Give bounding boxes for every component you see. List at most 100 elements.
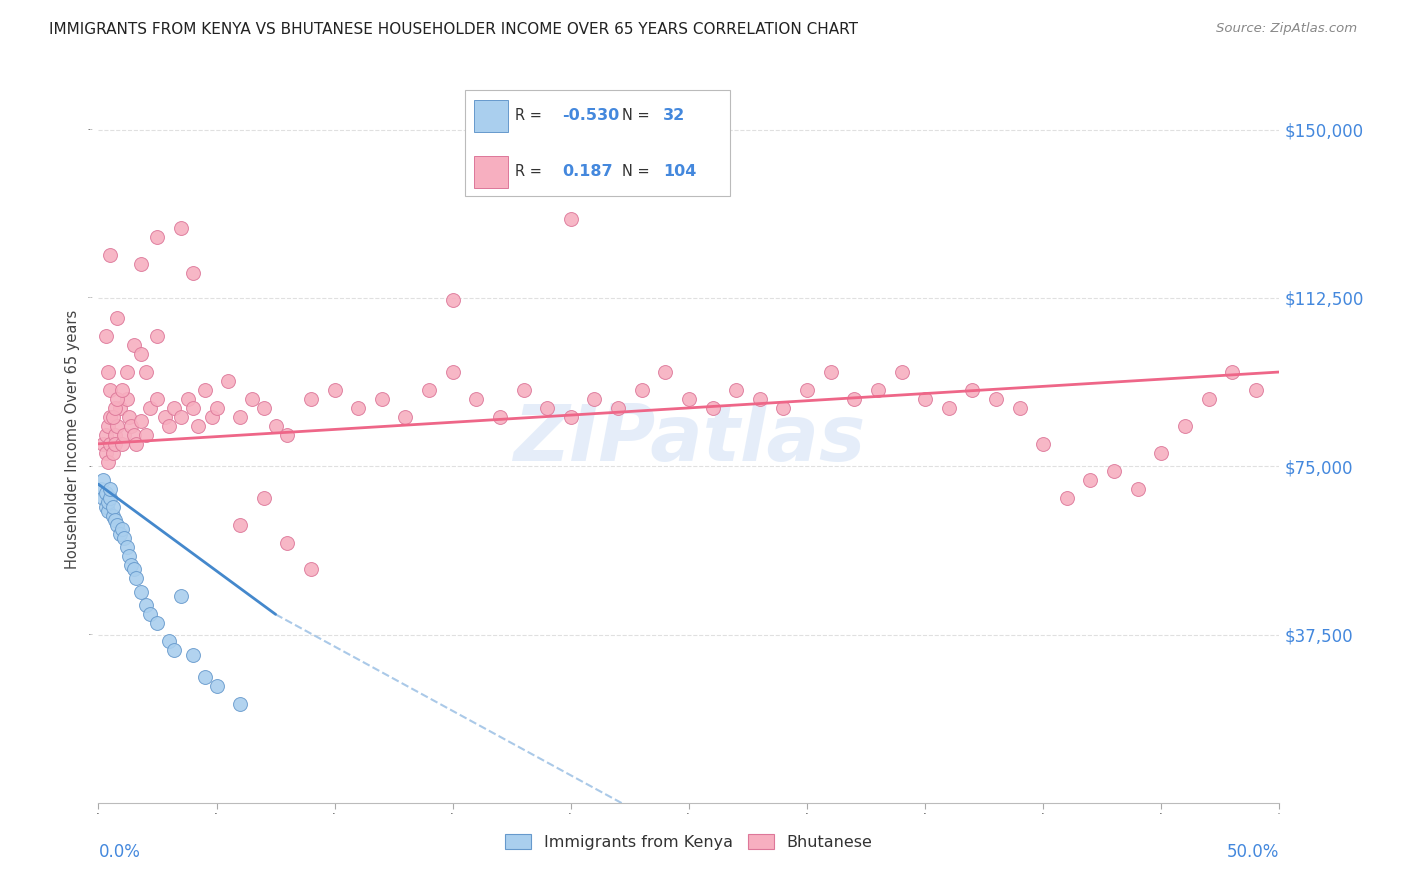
Y-axis label: Householder Income Over 65 years: Householder Income Over 65 years xyxy=(65,310,80,569)
Point xyxy=(112,531,135,545)
Point xyxy=(441,365,464,379)
Point xyxy=(98,409,121,424)
Point xyxy=(157,418,180,433)
Point xyxy=(371,392,394,406)
Point xyxy=(1080,473,1102,487)
Point xyxy=(108,401,131,415)
Point xyxy=(607,401,630,415)
Point xyxy=(121,558,143,572)
Point xyxy=(104,513,127,527)
Point xyxy=(105,311,128,326)
Point xyxy=(129,414,152,428)
Point xyxy=(146,230,169,244)
Point xyxy=(772,401,794,415)
Point xyxy=(98,482,121,496)
Point xyxy=(122,427,145,442)
Point xyxy=(201,409,224,424)
Point xyxy=(139,401,162,415)
Point xyxy=(465,392,488,406)
Point xyxy=(91,437,114,451)
Point xyxy=(97,504,120,518)
Point xyxy=(146,616,169,631)
Point xyxy=(181,266,204,280)
Point xyxy=(139,607,162,622)
Text: 50.0%: 50.0% xyxy=(1227,843,1279,861)
Point xyxy=(240,392,263,406)
Text: 32: 32 xyxy=(664,108,685,123)
Point xyxy=(121,418,143,433)
Text: 0.0%: 0.0% xyxy=(98,843,141,861)
Point xyxy=(104,401,127,415)
Point xyxy=(938,401,960,415)
Point xyxy=(97,365,120,379)
Point xyxy=(299,392,322,406)
Point xyxy=(536,401,558,415)
Text: R =: R = xyxy=(516,108,547,123)
Point xyxy=(98,248,121,262)
Point xyxy=(229,409,252,424)
Point xyxy=(441,293,464,308)
Point xyxy=(115,540,138,554)
Text: ZIPatlas: ZIPatlas xyxy=(513,401,865,477)
Point xyxy=(129,585,152,599)
Point xyxy=(135,427,157,442)
Point xyxy=(654,365,676,379)
Point xyxy=(678,392,700,406)
Point xyxy=(101,446,124,460)
Point xyxy=(94,486,117,500)
Point xyxy=(962,383,984,397)
Point xyxy=(347,401,370,415)
Point xyxy=(94,329,117,343)
Point xyxy=(253,491,276,505)
Point xyxy=(844,392,866,406)
Legend: Immigrants from Kenya, Bhutanese: Immigrants from Kenya, Bhutanese xyxy=(499,828,879,856)
Point xyxy=(170,221,193,235)
Point xyxy=(105,517,128,532)
Point xyxy=(1032,437,1054,451)
Point xyxy=(560,409,582,424)
Point xyxy=(229,697,252,711)
Point xyxy=(91,473,114,487)
Point xyxy=(97,495,120,509)
Point xyxy=(702,401,724,415)
Point xyxy=(90,482,112,496)
Point xyxy=(101,508,124,523)
Point xyxy=(299,562,322,576)
Point xyxy=(104,427,127,442)
Point xyxy=(118,549,141,563)
Point xyxy=(101,500,124,514)
Point xyxy=(394,409,416,424)
Point xyxy=(115,392,138,406)
Point xyxy=(108,526,131,541)
Point xyxy=(111,522,134,536)
Point xyxy=(583,392,606,406)
Point xyxy=(125,437,148,451)
Point xyxy=(489,409,512,424)
Point xyxy=(276,427,298,442)
Point xyxy=(115,365,138,379)
Point xyxy=(323,383,346,397)
Point xyxy=(146,392,169,406)
Point xyxy=(914,392,936,406)
Point xyxy=(205,679,228,693)
Point xyxy=(111,383,134,397)
Point xyxy=(94,500,117,514)
Point xyxy=(1174,418,1197,433)
Text: Source: ZipAtlas.com: Source: ZipAtlas.com xyxy=(1216,22,1357,36)
Text: 104: 104 xyxy=(664,164,696,179)
Point xyxy=(229,517,252,532)
Point xyxy=(98,383,121,397)
Point xyxy=(194,383,217,397)
Point xyxy=(94,427,117,442)
Point xyxy=(205,401,228,415)
Point xyxy=(418,383,440,397)
Point xyxy=(725,383,748,397)
Point xyxy=(1008,401,1031,415)
Point xyxy=(163,401,186,415)
Point xyxy=(984,392,1007,406)
Point xyxy=(111,437,134,451)
Point xyxy=(122,562,145,576)
Point xyxy=(135,599,157,613)
Point xyxy=(112,427,135,442)
Point xyxy=(217,374,239,388)
